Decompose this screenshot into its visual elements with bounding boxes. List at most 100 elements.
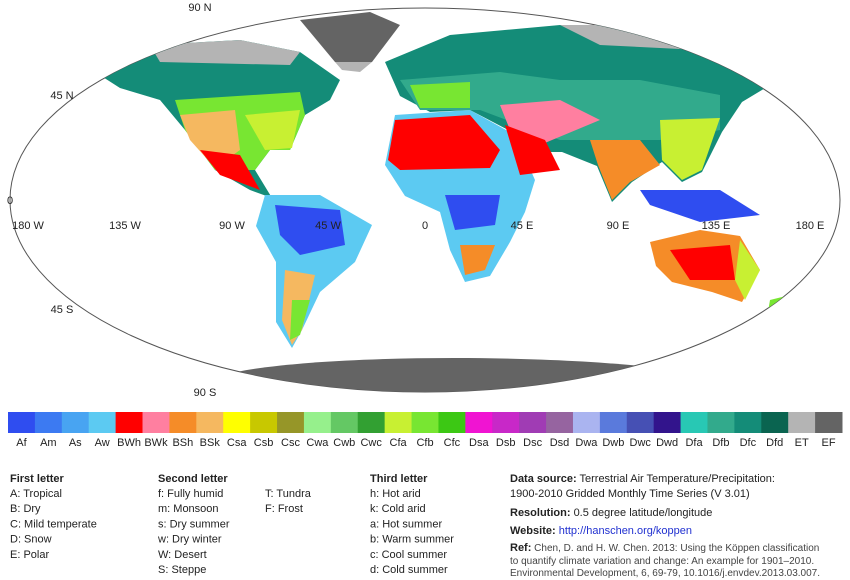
key-item: S: Steppe [158,564,206,576]
data-source: 1900-2010 Gridded Monthly Time Series (V… [510,488,750,500]
key-item: B: Dry [10,503,41,515]
legend-label: Csb [254,437,274,449]
key-title: Second letter [158,473,228,485]
world-map: 90 N 45 N 0 45 S 90 S 180 W 135 W 90 W 45 W… [7,2,841,399]
key-item: D: Snow [10,534,52,546]
key-item: T: Tundra [265,488,312,500]
key-item: k: Cold arid [370,503,426,515]
key-item: F: Frost [265,503,303,515]
lon-label: 180 W [12,220,44,232]
lon-label: 180 E [796,220,825,232]
key-item: w: Dry winter [157,534,222,546]
legend-swatch [438,412,466,433]
legend-label: Dsb [496,437,516,449]
ref: to quantify climate variation and change… [510,556,814,567]
lat-label: 45 S [51,304,74,316]
legend-label: Af [16,437,27,449]
lon-label: 45 E [511,220,534,232]
legend-swatch [277,412,305,433]
ref: Ref: Chen, D. and H. W. Chen. 2013: Usin… [510,542,819,554]
legend-label: EF [822,437,836,449]
legend-label: Cwc [360,437,382,449]
legend-swatch [384,412,413,433]
legend-label: Dwd [656,437,678,449]
lon-label: 90 W [219,220,245,232]
legend-label: Dsa [469,437,489,449]
legend-label: Csc [281,437,300,449]
legend-label: Dfc [740,437,757,449]
key-item: a: Hot summer [370,518,442,530]
legend-label: BSh [172,437,193,449]
legend-swatch [411,412,439,433]
legend-swatch [8,412,36,433]
lat-label: 90 N [188,2,211,14]
legend-swatch [330,412,359,433]
ref: Environmental Development, 6, 69-79, 10.… [510,568,820,579]
key-item: f: Fully humid [158,488,223,500]
legend-label: Dwa [575,437,598,449]
key-item: m: Monsoon [158,503,219,515]
resolution: Resolution: 0.5 degree latitude/longitud… [510,507,712,519]
legend-swatch [734,412,762,433]
legend-swatch [223,412,251,433]
legend-swatch [788,412,816,433]
key-title: First letter [10,473,65,485]
legend-swatch [115,412,144,433]
legend-swatch [169,412,197,433]
legend-swatch [546,412,574,433]
lon-label: 90 E [607,220,630,232]
legend-swatch [250,412,278,433]
legend-label: Cfc [444,437,461,449]
legend-label: Dfa [685,437,703,449]
key-item: C: Mild temperate [10,518,97,530]
key-item: h: Hot arid [370,488,421,500]
key-item: s: Dry summer [158,518,230,530]
key-item: A: Tropical [10,488,62,500]
legend-swatch [572,412,601,433]
legend-label: Dwc [630,437,652,449]
legend-label: Cwa [306,437,329,449]
legend-label: Csa [227,437,247,449]
legend-label: Dfd [766,437,783,449]
key: First letter A: Tropical B: Dry C: Mild tem… [10,473,454,576]
lat-label: 90 S [194,387,217,399]
legend-swatch [761,412,789,433]
legend-label: ET [795,437,809,449]
legend-swatch [492,412,520,433]
legend-swatch [303,412,332,433]
legend-label: BWh [117,437,141,449]
lon-label: 135 W [109,220,141,232]
legend-label: BSk [200,437,221,449]
legend-swatch [142,412,170,433]
key-title: Third letter [370,473,428,485]
key-item: b: Warm summer [370,534,454,546]
info: Data source: Terrestrial Air Temperature… [510,473,820,579]
lat-label: 45 N [50,90,73,102]
key-item: d: Cold summer [370,564,448,576]
legend-swatch [88,412,117,433]
lat-label: 0 [7,195,13,207]
legend-label: Dfb [712,437,729,449]
website-link[interactable]: http://hanschen.org/koppen [559,525,692,537]
data-source: Data source: Terrestrial Air Temperature… [510,473,775,485]
lon-label: 135 E [702,220,731,232]
key-item: E: Polar [10,549,49,561]
key-item: W: Desert [158,549,207,561]
key-item: c: Cool summer [370,549,447,561]
legend-swatch [519,412,547,433]
legend-swatch [599,412,628,433]
lon-label: 0 [422,220,428,232]
legend-label: Cwb [333,437,355,449]
legend-label: Am [40,437,57,449]
legend-label: As [69,437,82,449]
legend-label: Cfb [416,437,433,449]
legend-label: Cfa [390,437,408,449]
legend-swatch [357,412,386,433]
legend-swatch [61,412,90,433]
legend-label: Aw [95,437,110,449]
lon-label: 45 W [315,220,341,232]
legend-swatch [34,412,63,433]
lon-labels: 180 W 135 W 90 W 45 W 0 45 E 90 E 135 E 180 E [12,220,824,232]
legend-label: BWk [144,437,168,449]
